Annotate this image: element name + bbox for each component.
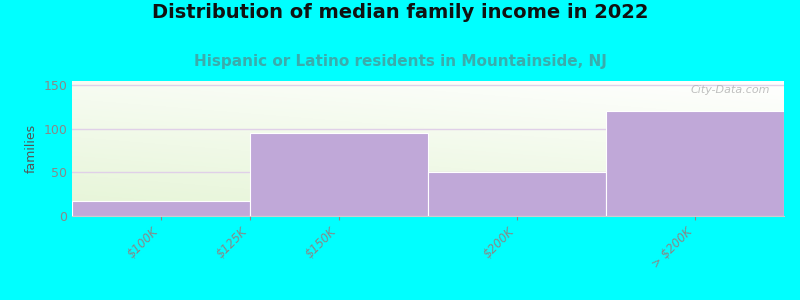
Bar (250, 133, 428, 216)
Text: Distribution of median family income in 2022: Distribution of median family income in … (152, 3, 648, 22)
Y-axis label: families: families (25, 124, 38, 173)
Bar (606, 112, 784, 216)
Bar (72, 201, 250, 216)
Bar (428, 172, 606, 216)
Text: Hispanic or Latino residents in Mountainside, NJ: Hispanic or Latino residents in Mountain… (194, 54, 606, 69)
Text: City-Data.com: City-Data.com (690, 85, 770, 95)
